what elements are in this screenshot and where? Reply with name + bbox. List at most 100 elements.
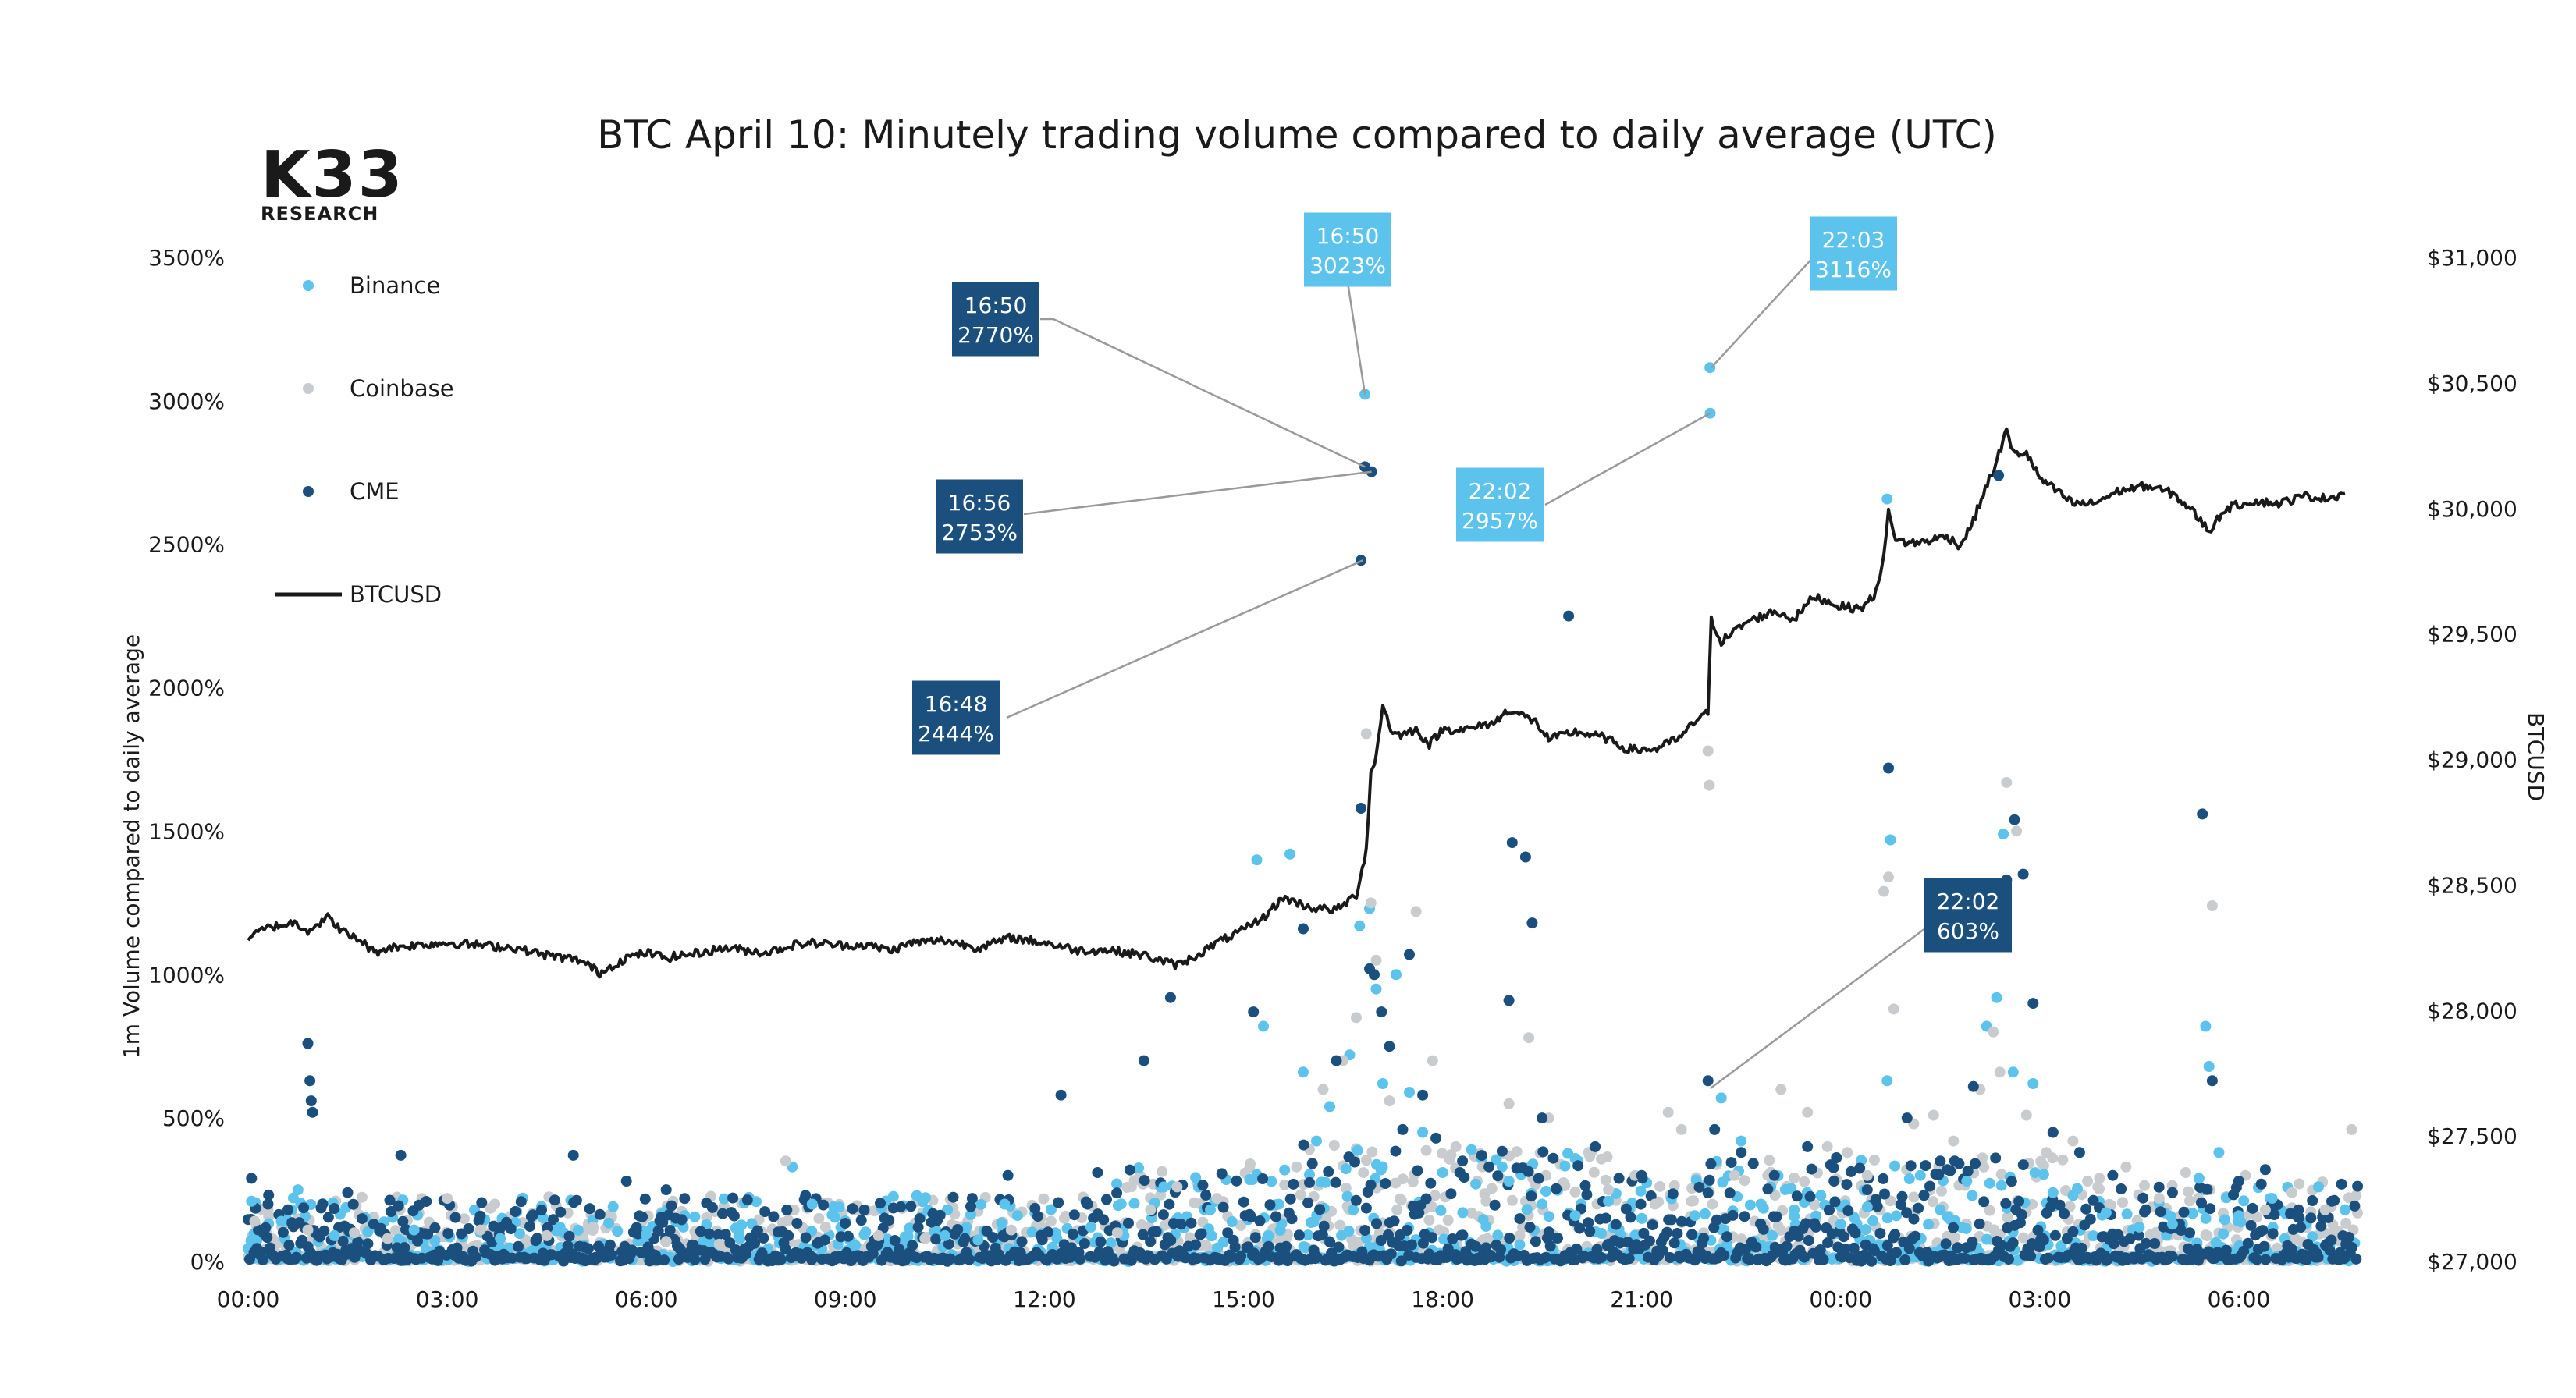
scatter-point-cme bbox=[1704, 1174, 1715, 1186]
scatter-point-binance bbox=[1559, 1160, 1571, 1172]
legend-swatch-binance bbox=[303, 280, 314, 291]
scatter-point-coinbase bbox=[2067, 1135, 2079, 1147]
scatter-point-coinbase bbox=[1821, 1141, 1833, 1152]
scatter-point-binance bbox=[806, 1198, 818, 1210]
scatter-point-binance bbox=[1404, 1087, 1415, 1098]
btcusd-line-layer bbox=[247, 427, 2346, 979]
scatter-point-binance bbox=[1011, 1210, 1023, 1222]
scatter-point-cme bbox=[2183, 1243, 2194, 1254]
scatter-point-cme bbox=[1711, 1214, 1722, 1226]
scatter-point-binance bbox=[1914, 1169, 1926, 1181]
scatter-point-binance bbox=[607, 1201, 619, 1212]
scatter-point-cme bbox=[2352, 1180, 2364, 1192]
scatter-point-binance bbox=[999, 1198, 1011, 1210]
scatter-point-binance bbox=[1755, 1198, 1767, 1210]
scatter-point-cme bbox=[1384, 1041, 1395, 1052]
scatter-point-cme bbox=[1150, 1226, 1162, 1237]
scatter-point-cme bbox=[1376, 1006, 1387, 1018]
scatter-point-cme bbox=[1412, 1165, 1423, 1176]
scatter-point-binance bbox=[1359, 389, 1371, 400]
scatter-point-coinbase bbox=[1317, 1084, 1329, 1095]
scatter-point-cme bbox=[1264, 1199, 1276, 1211]
scatter-point-cme bbox=[1445, 1188, 1457, 1200]
scatter-point-cme bbox=[987, 1232, 999, 1244]
scatter-point-cme bbox=[808, 1252, 819, 1264]
scatter-point-cme bbox=[1053, 1197, 1064, 1208]
scatter-point-cme bbox=[1583, 1217, 1594, 1229]
scatter-point-cme bbox=[944, 1253, 956, 1265]
scatter-point-cme bbox=[2155, 1206, 2166, 1218]
scatter-point-coinbase bbox=[1429, 1190, 1441, 1201]
scatter-point-cme bbox=[399, 1242, 410, 1254]
scatter-point-cme bbox=[261, 1232, 273, 1244]
scatter-point-cme bbox=[1918, 1190, 1930, 1201]
scatter-point-cme bbox=[1804, 1190, 1816, 1202]
scatter-point-coinbase bbox=[1861, 1169, 1873, 1181]
scatter-point-coinbase bbox=[541, 1229, 553, 1241]
scatter-point-cme bbox=[2184, 1227, 2195, 1239]
scatter-point-binance bbox=[1891, 1210, 1902, 1222]
legend-label-binance: Binance bbox=[350, 272, 440, 299]
scatter-point-cme bbox=[1891, 1247, 1902, 1258]
scatter-point-cme bbox=[894, 1244, 905, 1255]
scatter-point-binance bbox=[850, 1240, 862, 1251]
scatter-point-cme bbox=[1705, 1158, 1717, 1169]
scatter-point-binance bbox=[1377, 1078, 1388, 1089]
scatter-point-cme bbox=[304, 1075, 316, 1087]
scatter-point-cme bbox=[1314, 1204, 1326, 1215]
scatter-point-cme bbox=[727, 1192, 739, 1204]
scatter-point-cme bbox=[889, 1235, 901, 1246]
scatter-point-cme bbox=[1447, 1233, 1459, 1244]
scatter-point-coinbase bbox=[713, 1238, 725, 1250]
scatter-point-cme bbox=[2257, 1225, 2269, 1237]
scatter-point-cme bbox=[1672, 1228, 1683, 1239]
scatter-point-coinbase bbox=[1949, 1232, 1960, 1243]
scatter-point-binance bbox=[513, 1228, 525, 1240]
k33-logo: K33 RESEARCH bbox=[261, 138, 403, 225]
scatter-point-coinbase bbox=[1994, 1066, 2006, 1078]
y-tick-label-right: $30,000 bbox=[2427, 496, 2517, 522]
scatter-point-cme bbox=[1781, 1240, 1793, 1252]
scatter-point-cme bbox=[1831, 1152, 1842, 1163]
scatter-point-cme bbox=[548, 1214, 559, 1226]
scatter-point-cme bbox=[1829, 1196, 1841, 1208]
scatter-point-coinbase bbox=[1707, 1198, 1718, 1210]
scatter-point-cme bbox=[1249, 1232, 1261, 1244]
scatter-point-cme bbox=[689, 1254, 701, 1265]
scatter-point-cme bbox=[1667, 1188, 1679, 1200]
scatter-point-cme bbox=[1288, 1178, 1299, 1190]
scatter-point-binance bbox=[1457, 1207, 1469, 1219]
scatter-point-binance bbox=[2203, 1061, 2215, 1072]
scatter-point-cme bbox=[1899, 1254, 1911, 1265]
scatter-point-cme bbox=[1397, 1123, 1409, 1135]
scatter-point-coinbase bbox=[1984, 1205, 1995, 1216]
scatter-point-binance bbox=[1284, 848, 1295, 860]
scatter-point-binance bbox=[2266, 1193, 2278, 1205]
scatter-point-cme bbox=[1324, 1237, 1336, 1248]
scatter-point-cme bbox=[1526, 917, 1538, 929]
scatter-point-cme bbox=[1881, 1240, 1893, 1251]
scatter-point-cme bbox=[1304, 1176, 1315, 1188]
scatter-point-cme bbox=[542, 1222, 553, 1233]
scatter-point-cme bbox=[1709, 1123, 1721, 1135]
scatter-point-coinbase bbox=[442, 1193, 453, 1205]
scatter-point-cme bbox=[943, 1238, 954, 1250]
scatter-point-cme bbox=[1846, 1166, 1856, 1177]
scatter-point-cme bbox=[1371, 1218, 1382, 1229]
scatter-point-coinbase bbox=[1775, 1225, 1787, 1236]
scatter-point-cme bbox=[1164, 1198, 1175, 1210]
scatter-point-cme bbox=[449, 1212, 461, 1223]
scatter-point-cme bbox=[2307, 1195, 2318, 1206]
scatter-point-cme bbox=[1075, 1253, 1086, 1265]
scatter-point-cme bbox=[947, 1191, 959, 1203]
scatter-point-cme bbox=[395, 1149, 407, 1161]
scatter-point-cme bbox=[1495, 1244, 1506, 1255]
scatter-point-cme bbox=[352, 1236, 364, 1247]
y-tick-label-left: 2500% bbox=[148, 532, 225, 558]
scatter-point-cme bbox=[563, 1230, 575, 1242]
scatter-point-cme bbox=[895, 1201, 907, 1212]
scatter-point-cme bbox=[720, 1229, 731, 1240]
scatter-point-cme bbox=[781, 1204, 793, 1215]
scatter-point-binance bbox=[1881, 493, 1893, 505]
